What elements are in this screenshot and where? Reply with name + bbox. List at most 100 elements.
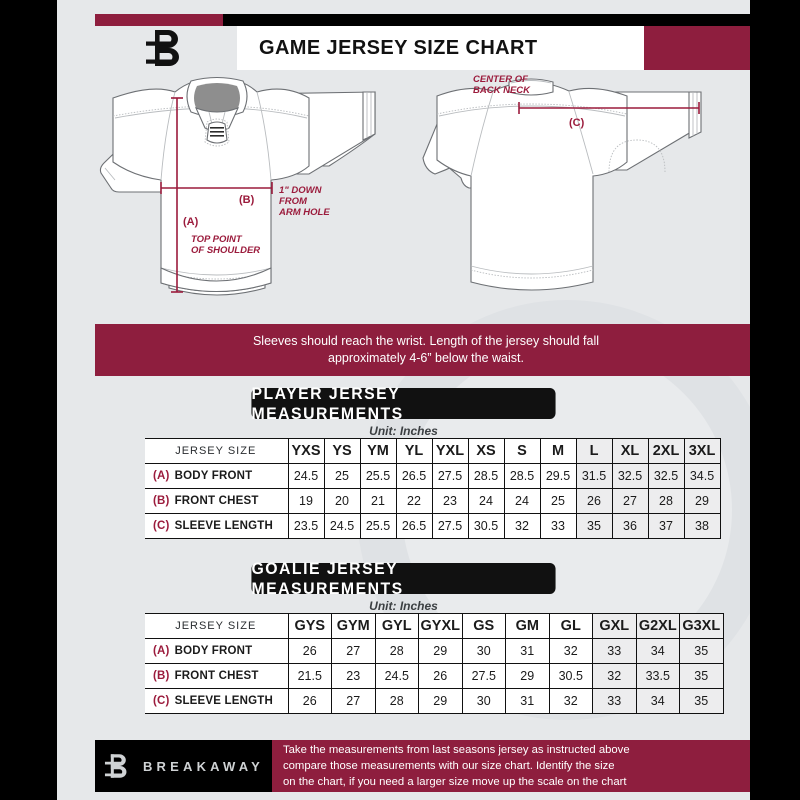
measurement-cell: 23.5 [287, 513, 325, 539]
measurement-cell: 32 [592, 663, 637, 689]
row-tag: (C) [153, 520, 170, 532]
measurement-cell: 28 [374, 688, 419, 714]
table-header-row: JERSEY SIZE YXS YS YM YL YXL XS S M L XL 2XL 3XL [145, 438, 721, 464]
measurement-cell: 30.5 [548, 663, 593, 689]
measurement-cell: 28 [647, 488, 685, 514]
column-header-3xl: 3XL [683, 438, 721, 464]
column-header-gxl: GXL [592, 613, 637, 639]
measurement-cell: 29 [418, 638, 463, 664]
measurement-cell: 26 [287, 688, 332, 714]
measurement-cell: 30.5 [467, 513, 505, 539]
measurement-cell: 33.5 [635, 663, 680, 689]
measurement-cell: 32 [548, 638, 593, 664]
measurement-cell: 24 [467, 488, 505, 514]
row-label: (B) FRONT CHEST [145, 488, 289, 514]
measurement-cell: 23 [431, 488, 469, 514]
column-header-ym: YM [359, 438, 397, 464]
measurement-cell: 34 [635, 638, 680, 664]
table-row: (B) FRONT CHEST 19 20 21 22 23 24 24 25 26 27 28 29 [145, 488, 721, 514]
measurement-cell: 35 [679, 638, 724, 664]
breakaway-b-logo-icon [104, 754, 127, 778]
column-header-xs: XS [467, 438, 505, 464]
measurement-cell: 20 [323, 488, 361, 514]
row-label: (B) FRONT CHEST [145, 663, 289, 689]
measurement-cell: 24 [503, 488, 541, 514]
measurement-cell: 29 [418, 688, 463, 714]
measurement-cell: 31.5 [575, 463, 613, 489]
measurement-cell: 32 [548, 688, 593, 714]
jersey-diagrams-svg: .jb { fill:#ffffff; stroke:#6d7074; stro… [99, 74, 702, 296]
goalie-unit-label: Unit: Inches [369, 599, 438, 613]
measurement-cell: 24.5 [323, 513, 361, 539]
row-tag: (B) [153, 495, 170, 507]
column-header-yxs: YXS [287, 438, 325, 464]
back-jersey-illustration: (C) CENTER OF BACK NECK [422, 74, 702, 291]
table-row: (A) BODY FRONT 24.5 25 25.5 26.5 27.5 28.5 28.5 2… [145, 463, 721, 489]
measurement-cell: 27.5 [461, 663, 506, 689]
annotation-a-tag: (A) [183, 216, 199, 228]
row-tag: (A) [153, 645, 170, 657]
measurement-cell: 19 [287, 488, 325, 514]
measurement-cell: 32.5 [611, 463, 649, 489]
measurement-cell: 29 [505, 663, 550, 689]
footer-instructions: Take the measurements from last seasons … [272, 740, 750, 792]
jersey-diagram-area: .jb { fill:#ffffff; stroke:#6d7074; stro… [57, 70, 750, 320]
measurement-cell: 34.5 [683, 463, 721, 489]
measurement-cell: 27 [331, 688, 376, 714]
footer-instruction-line3: on the chart, if you need a larger size … [283, 776, 627, 789]
measurement-cell: 31 [505, 688, 550, 714]
measurement-cell: 27.5 [431, 513, 469, 539]
goalie-section-title: GOALIE JERSEY MEASUREMENTS [251, 559, 556, 598]
row-label: (A) BODY FRONT [145, 463, 289, 489]
row-tag: (B) [153, 670, 170, 682]
annotation-c-line2: BACK NECK [473, 85, 531, 96]
column-header-s: S [503, 438, 541, 464]
measurement-cell: 35 [679, 688, 724, 714]
measurement-cell: 25.5 [359, 463, 397, 489]
measurement-cell: 24.5 [374, 663, 419, 689]
measurement-cell: 30 [461, 688, 506, 714]
measurement-cell: 26.5 [395, 463, 433, 489]
column-header-gym: GYM [331, 613, 376, 639]
row-label: (C) SLEEVE LENGTH [145, 513, 289, 539]
chart-sheet: GAME JERSEY SIZE CHART .jb { fill:#fffff… [57, 0, 750, 800]
header-logo-container [95, 26, 237, 70]
measurement-cell: 28.5 [467, 463, 505, 489]
column-header-m: M [539, 438, 577, 464]
measurement-cell: 30 [461, 638, 506, 664]
annotation-b-line1: 1" DOWN [279, 185, 323, 196]
measurement-cell: 37 [647, 513, 685, 539]
table-header-row: JERSEY SIZE GYS GYM GYL GYXL GS GM GL GXL G2XL G3X… [145, 613, 724, 639]
table-row: (C) SLEEVE LENGTH 26 27 28 29 30 31 32 33 34 35 [145, 688, 724, 714]
column-header-l: L [575, 438, 613, 464]
column-header-jersey-size: JERSEY SIZE [145, 613, 289, 639]
column-header-gs: GS [461, 613, 506, 639]
measurement-cell: 33 [592, 688, 637, 714]
measurement-cell: 21.5 [287, 663, 332, 689]
measurement-table: JERSEY SIZE GYS GYM GYL GYXL GS GM GL GXL G2XL G3X… [145, 613, 724, 714]
column-header-gm: GM [505, 613, 550, 639]
table-row: (A) BODY FRONT 26 27 28 29 30 31 32 33 34 35 [145, 638, 724, 664]
column-header-yl: YL [395, 438, 433, 464]
table-row: (B) FRONT CHEST 21.5 23 24.5 26 27.5 29 30.5 32 33… [145, 663, 724, 689]
measurement-cell: 25 [323, 463, 361, 489]
measurement-cell: 25.5 [359, 513, 397, 539]
measurement-cell: 32.5 [647, 463, 685, 489]
column-header-yxl: YXL [431, 438, 469, 464]
column-header-ys: YS [323, 438, 361, 464]
measurement-cell: 38 [683, 513, 721, 539]
measurement-cell: 28 [374, 638, 419, 664]
row-label: (C) SLEEVE LENGTH [145, 688, 289, 714]
annotation-a-line2: OF SHOULDER [191, 245, 260, 256]
player-section-title: PLAYER JERSEY MEASUREMENTS [251, 384, 556, 423]
measurement-cell: 35 [679, 663, 724, 689]
annotation-c-line1: CENTER OF [473, 74, 528, 85]
column-header-gyxl: GYXL [418, 613, 463, 639]
annotation-b-tag: (B) [239, 194, 255, 206]
header-bar: GAME JERSEY SIZE CHART [95, 26, 750, 70]
measurement-cell: 27.5 [431, 463, 469, 489]
fit-note-banner: Sleeves should reach the wrist. Length o… [95, 324, 750, 376]
column-header-2xl: 2XL [647, 438, 685, 464]
measurement-cell: 22 [395, 488, 433, 514]
